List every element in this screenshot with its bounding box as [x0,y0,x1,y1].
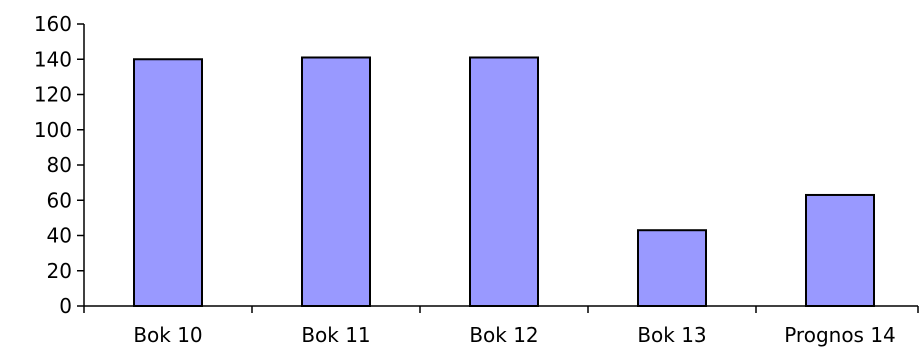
y-tick-label: 140 [34,47,72,71]
x-tick-label: Bok 11 [301,323,370,347]
bar-bok-13 [637,229,707,307]
x-tick-label: Bok 12 [469,323,538,347]
bar-bok-11 [301,56,371,307]
labels-layer: 0 20 40 60 80 100 120 140 160 Bok 10 Bok 11 Bok 12 B… [34,12,896,347]
y-tick-label: 40 [47,224,72,248]
bar-bok-10 [133,58,203,307]
y-tick-label: 160 [34,12,72,36]
axes-layer [77,23,919,313]
bar-prognos-14 [805,193,875,307]
y-tick-label: 0 [59,294,72,318]
y-tick-label: 20 [47,259,72,283]
bars-layer [133,56,875,307]
x-tick-label: Bok 13 [637,323,706,347]
y-tick-label: 80 [47,153,72,177]
y-tick-label: 100 [34,118,72,142]
bar-bok-12 [469,56,539,307]
x-tick-label: Prognos 14 [784,323,896,347]
y-tick-label: 120 [34,83,72,107]
x-tick-label: Bok 10 [133,323,202,347]
y-tick-label: 60 [47,188,72,212]
